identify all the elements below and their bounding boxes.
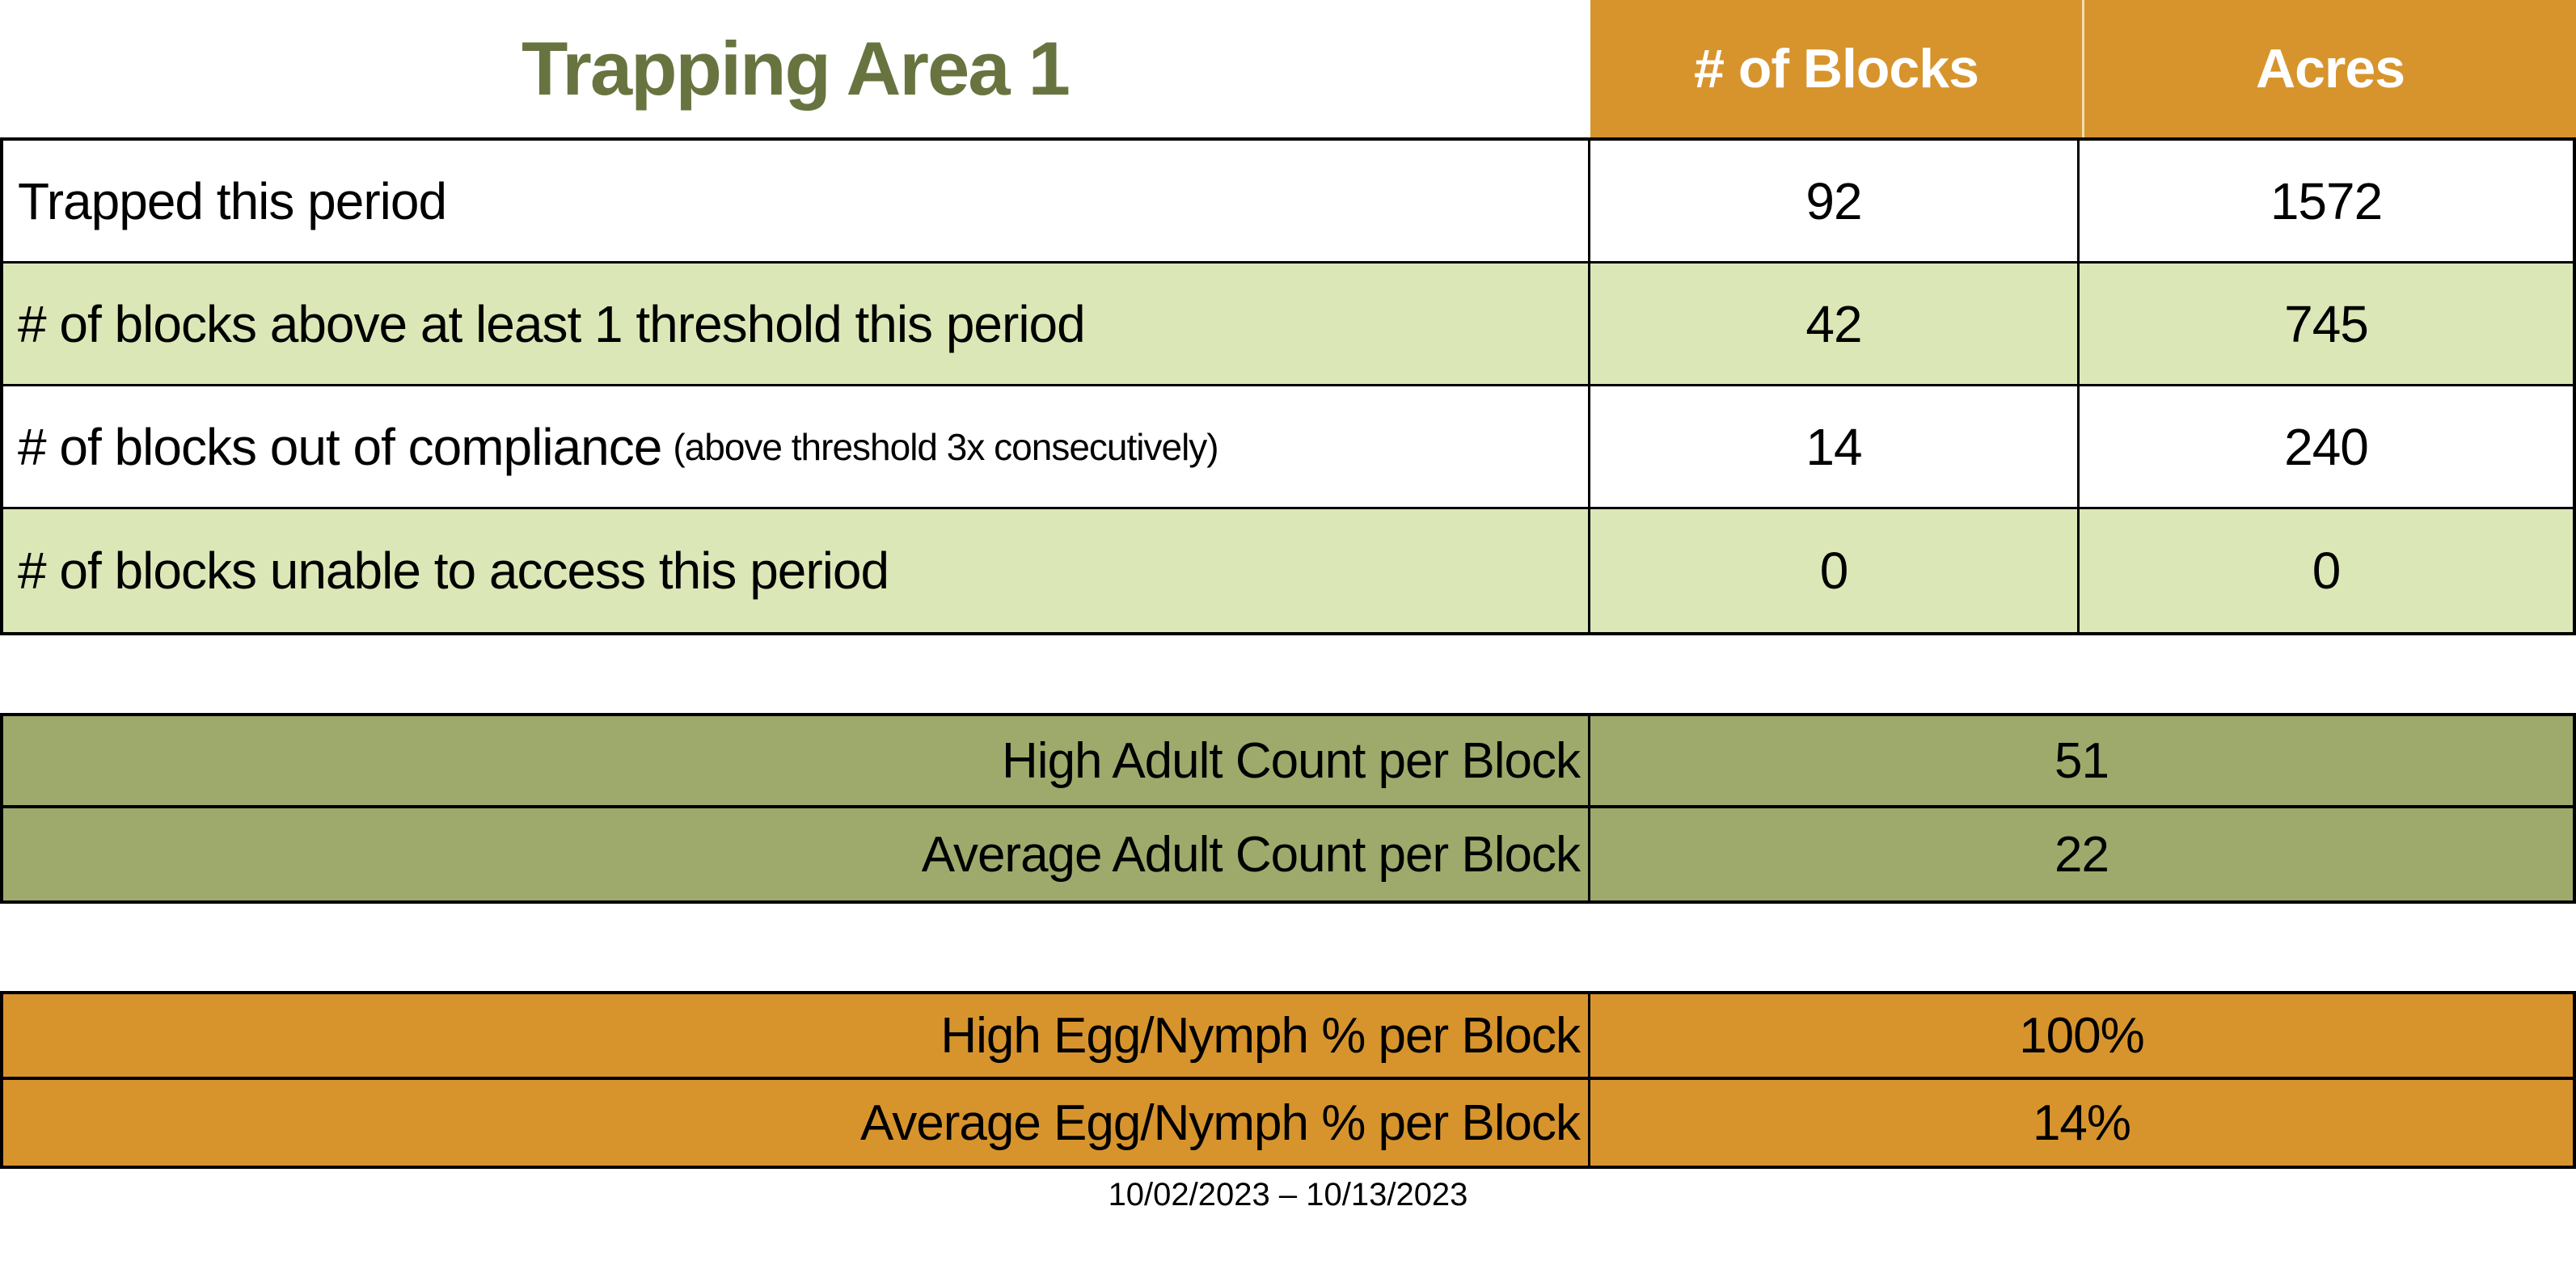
table-row-label: Trapped this period	[3, 141, 1590, 264]
row-label: Trapped this period	[18, 171, 447, 230]
table-row-label: # of blocks above at least 1 threshold t…	[3, 264, 1590, 386]
blocks-value: 42	[1590, 264, 2080, 386]
col-header-acres: Acres	[2082, 0, 2576, 137]
row-label: # of blocks above at least 1 threshold t…	[18, 294, 1086, 353]
row-note: (above threshold 3x consecutively)	[673, 425, 1218, 468]
footer-date-range: 10/02/2023 – 10/13/2023	[1108, 1177, 1468, 1212]
table-row-label: # of blocks out of compliance (above thr…	[3, 386, 1590, 509]
blocks-value: 92	[1590, 141, 2080, 264]
table-row-label: # of blocks unable to access this period	[3, 509, 1590, 632]
main-table: Trapped this period 92 1572 # of blocks …	[0, 137, 2576, 635]
row-label: # of blocks out of compliance	[18, 417, 662, 476]
blocks-value: 14	[1590, 386, 2080, 509]
row-label: # of blocks unable to access this period	[18, 542, 889, 600]
blocks-value: 0	[1590, 509, 2080, 632]
acres-value: 0	[2080, 509, 2573, 632]
egg-row-label: High Egg/Nymph % per Block	[3, 994, 1590, 1080]
adult-count-table: High Adult Count per Block 51 Average Ad…	[0, 713, 2576, 904]
adult-row-value: 51	[1590, 716, 2573, 808]
acres-value: 1572	[2080, 141, 2573, 264]
egg-row-value: 14%	[1590, 1080, 2573, 1166]
adult-row-label: High Adult Count per Block	[3, 716, 1590, 808]
title-cell: Trapping Area 1	[0, 0, 1590, 137]
col-header-blocks: # of Blocks	[1590, 0, 2082, 137]
page-title: Trapping Area 1	[522, 26, 1071, 111]
acres-value: 745	[2080, 264, 2573, 386]
main-table-header: Trapping Area 1 # of Blocks Acres	[0, 0, 2576, 137]
egg-row-value: 100%	[1590, 994, 2573, 1080]
adult-row-value: 22	[1590, 808, 2573, 900]
adult-row-label: Average Adult Count per Block	[3, 808, 1590, 900]
acres-value: 240	[2080, 386, 2573, 509]
egg-row-label: Average Egg/Nymph % per Block	[3, 1080, 1590, 1166]
egg-nymph-table: High Egg/Nymph % per Block 100% Average …	[0, 991, 2576, 1169]
